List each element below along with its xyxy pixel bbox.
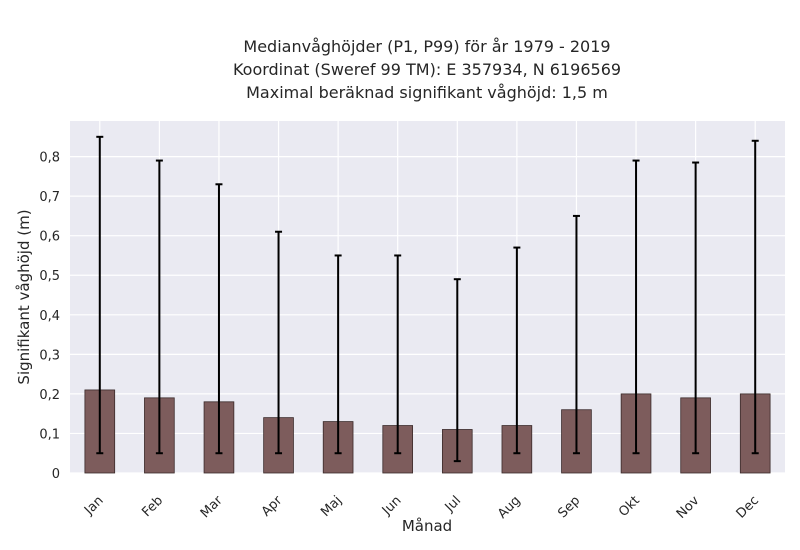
y-tick-label: 0,7	[39, 190, 60, 205]
error-bar-jan	[96, 135, 104, 455]
plot-area	[70, 121, 785, 473]
error-bar-mar	[215, 183, 223, 455]
x-tick-label: Apr	[259, 493, 286, 520]
y-tick-label: 0,3	[39, 348, 60, 363]
error-bar-jul	[453, 278, 461, 463]
y-tick-label: 0,6	[39, 230, 60, 245]
x-tick-label: Nov	[674, 493, 703, 522]
error-bar-dec	[751, 139, 759, 455]
chart-title: Medianvåghöjder (P1, P99) för år 1979 - …	[233, 37, 621, 102]
y-tick-label: 0,1	[39, 427, 60, 442]
y-tick-label: 0,5	[39, 269, 60, 284]
error-bar-maj	[334, 254, 342, 455]
x-tick-label: Dec	[734, 493, 762, 521]
x-axis-label: Månad	[402, 517, 452, 535]
error-bar-nov	[692, 161, 700, 455]
x-tick-label: Jul	[442, 493, 464, 515]
error-bar-aug	[513, 246, 521, 455]
error-bar-okt	[632, 159, 640, 455]
error-bar-feb	[155, 159, 163, 455]
x-tick-label: Maj	[318, 493, 345, 520]
y-tick-label: 0,2	[39, 388, 60, 403]
x-tick-label: Jun	[379, 493, 405, 519]
error-bar-sep	[572, 214, 580, 455]
title-line-1: Medianvåghöjder (P1, P99) för år 1979 - …	[243, 37, 610, 56]
title-line-3: Maximal beräknad signifikant våghöjd: 1,…	[246, 83, 608, 102]
y-axis-label: Signifikant våghöjd (m)	[15, 209, 33, 384]
y-axis: 0 0,1 0,2 0,3 0,4 0,5 0,6 0,7 0,8	[39, 151, 60, 482]
error-bar-apr	[275, 230, 283, 455]
y-tick-label: 0	[52, 467, 60, 482]
x-tick-label: Aug	[495, 493, 524, 522]
x-tick-label: Sep	[555, 493, 583, 521]
x-tick-label: Okt	[616, 493, 643, 520]
title-line-2: Koordinat (Sweref 99 TM): E 357934, N 61…	[233, 60, 621, 79]
x-tick-label: Jan	[81, 493, 106, 518]
y-tick-label: 0,8	[39, 151, 60, 166]
error-bar-jun	[394, 254, 402, 455]
x-tick-label: Mar	[198, 493, 226, 521]
error-bars	[96, 135, 759, 463]
x-tick-label: Feb	[139, 493, 166, 520]
y-tick-label: 0,4	[39, 309, 60, 324]
